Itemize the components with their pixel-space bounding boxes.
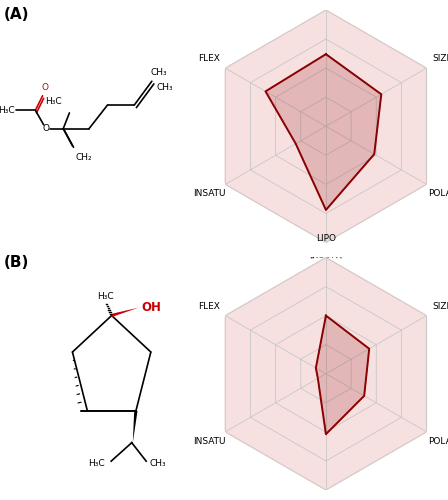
Text: O: O	[41, 83, 48, 92]
Text: H₃C: H₃C	[97, 292, 114, 301]
Text: CH₂: CH₂	[76, 152, 92, 162]
Text: OH: OH	[142, 301, 161, 314]
Text: (A): (A)	[4, 8, 30, 22]
Text: O: O	[42, 124, 49, 133]
Text: CH₃: CH₃	[151, 68, 168, 76]
Text: (B): (B)	[4, 255, 30, 270]
Text: H₃C: H₃C	[0, 106, 15, 115]
Polygon shape	[316, 316, 369, 434]
Polygon shape	[266, 54, 381, 210]
Text: CH₃: CH₃	[157, 84, 174, 92]
Polygon shape	[225, 258, 426, 490]
Text: H₃C: H₃C	[46, 98, 62, 106]
Text: CH₃: CH₃	[149, 460, 166, 468]
Polygon shape	[225, 10, 426, 242]
Polygon shape	[133, 411, 138, 442]
Polygon shape	[110, 308, 138, 318]
Text: H₃C: H₃C	[88, 460, 105, 468]
